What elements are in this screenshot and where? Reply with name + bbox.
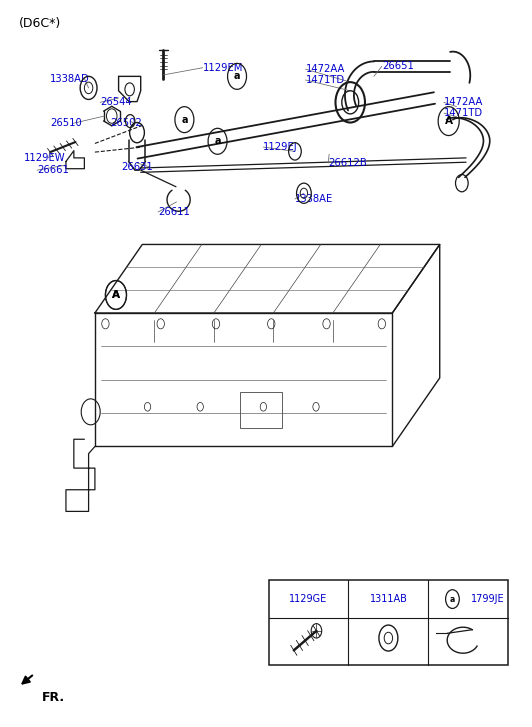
Bar bbox=[269, 580, 508, 665]
Text: 26502: 26502 bbox=[111, 119, 143, 128]
Text: A: A bbox=[112, 290, 120, 300]
Text: 1338AD: 1338AD bbox=[50, 73, 90, 84]
Text: a: a bbox=[450, 595, 455, 603]
Text: a: a bbox=[181, 115, 188, 124]
Text: 1129GE: 1129GE bbox=[289, 594, 328, 604]
Text: 1472AA: 1472AA bbox=[444, 97, 483, 108]
Text: A: A bbox=[445, 116, 453, 126]
Text: (D6C*): (D6C*) bbox=[19, 17, 61, 31]
Text: A: A bbox=[112, 290, 120, 300]
Text: 26510: 26510 bbox=[50, 119, 82, 128]
Text: 26612B: 26612B bbox=[328, 158, 367, 168]
Text: 1311AB: 1311AB bbox=[369, 594, 408, 604]
Text: 1799JE: 1799JE bbox=[471, 594, 504, 604]
Text: FR.: FR. bbox=[42, 691, 65, 704]
Text: 1471TD: 1471TD bbox=[444, 108, 483, 119]
Text: 1472AA: 1472AA bbox=[305, 64, 345, 74]
Text: 26651: 26651 bbox=[382, 61, 414, 71]
Text: 1129EW: 1129EW bbox=[24, 153, 65, 163]
Text: 26544: 26544 bbox=[100, 97, 132, 108]
Text: a: a bbox=[214, 136, 221, 146]
Bar bbox=[240, 393, 282, 428]
Text: 1129EM: 1129EM bbox=[203, 63, 243, 73]
Text: 26611: 26611 bbox=[158, 207, 190, 217]
Text: 26661: 26661 bbox=[37, 165, 69, 175]
Text: 1338AE: 1338AE bbox=[295, 194, 333, 204]
Text: 26631: 26631 bbox=[121, 162, 153, 172]
Text: 1129EJ: 1129EJ bbox=[263, 142, 298, 152]
Text: a: a bbox=[234, 71, 240, 81]
Text: 1471TD: 1471TD bbox=[305, 75, 345, 85]
